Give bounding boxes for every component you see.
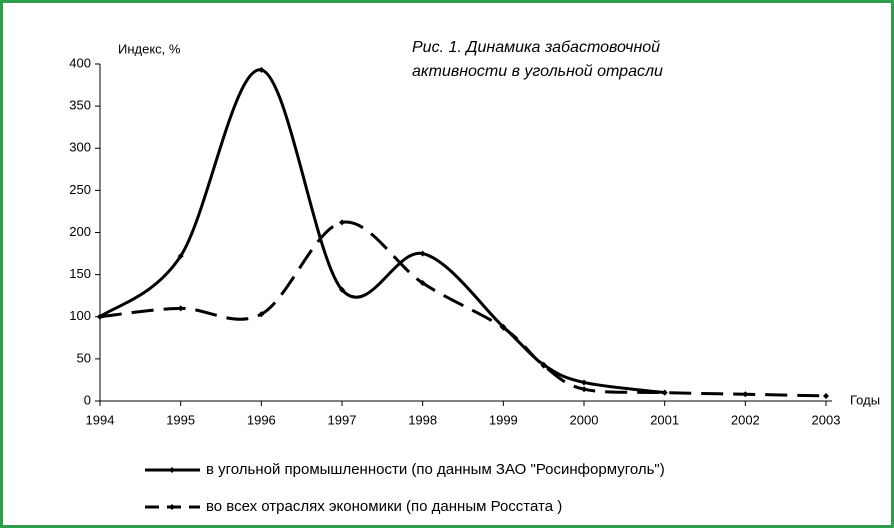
x-axis-label: Годы [850, 392, 880, 407]
point [339, 286, 345, 293]
point [540, 362, 547, 369]
point [258, 311, 265, 318]
y-tick-label: 50 [77, 350, 91, 365]
x-tick-label: 1996 [247, 412, 276, 427]
series-line [99, 220, 827, 398]
x-tick-label: 1998 [408, 412, 437, 427]
y-tick-label: 200 [69, 224, 91, 239]
x-tick-label: 2002 [731, 412, 760, 427]
point [500, 324, 507, 331]
x-tick-label: 1994 [86, 412, 115, 427]
y-tick-label: 0 [84, 392, 91, 407]
series-line [99, 68, 665, 395]
point [581, 386, 587, 393]
legend-marker [169, 467, 175, 473]
chart-title: активности в угольной отрасли [412, 63, 663, 80]
point [661, 389, 668, 396]
y-tick-label: 300 [69, 140, 91, 155]
chart-title: Рис. 1. Динамика забастовочной [412, 39, 660, 56]
point [419, 280, 426, 287]
point [823, 392, 829, 399]
point [339, 219, 345, 226]
y-tick-label: 100 [69, 308, 91, 323]
point [258, 66, 265, 73]
y-tick-label: 250 [69, 182, 91, 197]
point [177, 253, 184, 260]
y-axis-label: Индекс, % [118, 41, 181, 56]
point [97, 313, 103, 320]
x-tick-label: 1995 [166, 412, 195, 427]
legend-label: в угольной промышленности (по данным ЗАО… [206, 461, 665, 478]
x-tick-label: 2001 [650, 412, 679, 427]
x-tick-label: 2000 [570, 412, 599, 427]
point [419, 250, 426, 257]
y-tick-label: 150 [69, 266, 91, 281]
x-tick-label: 1997 [328, 412, 357, 427]
legend-label: во всех отраслях экономики (по данным Ро… [206, 498, 562, 515]
legend-marker [169, 504, 175, 510]
point [742, 391, 749, 398]
y-tick-label: 400 [69, 55, 91, 70]
y-tick-label: 350 [69, 98, 91, 113]
x-tick-label: 1999 [489, 412, 518, 427]
point [177, 305, 184, 312]
x-tick-label: 2003 [812, 412, 841, 427]
point [581, 379, 587, 386]
